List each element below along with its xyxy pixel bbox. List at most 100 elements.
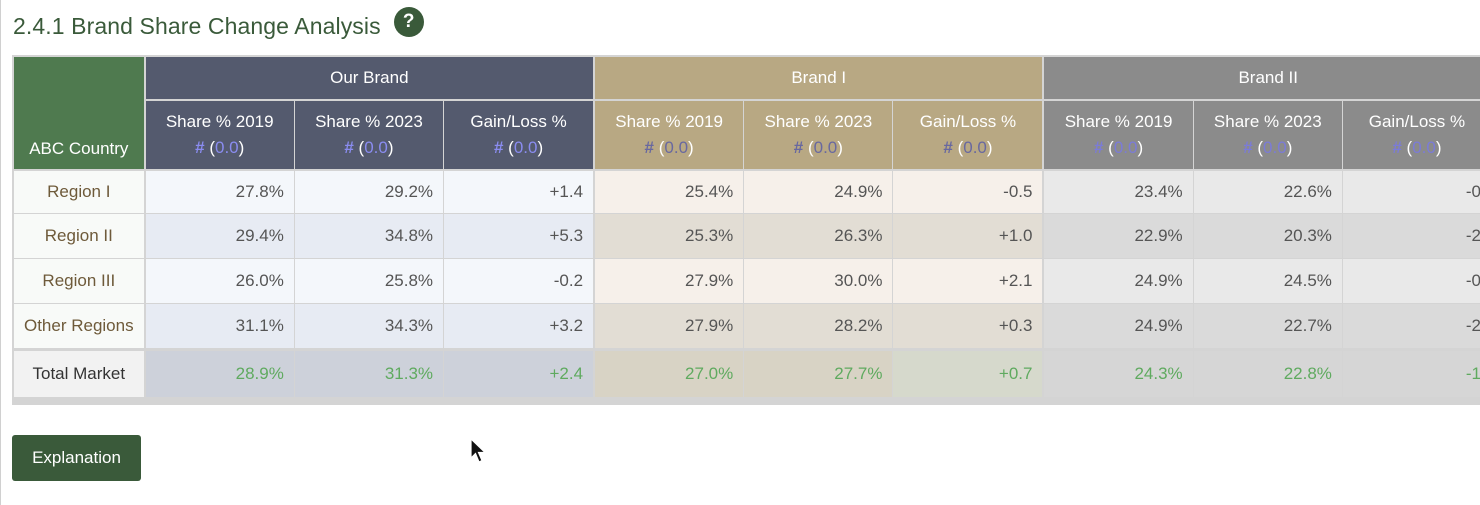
- hash-symbol: #: [943, 138, 953, 157]
- subheader-value: 0.0: [664, 138, 689, 157]
- table-cell: 26.0%: [145, 259, 295, 304]
- brand-share-table-container: ABC Country Our Brand Brand I Brand II S…: [12, 55, 1480, 405]
- subheader-label: Share % 2023: [1213, 112, 1322, 131]
- hash-symbol: #: [1093, 138, 1104, 157]
- table-row: Region III 26.0% 25.8% -0.2 27.9% 30.0% +2.1 24…: [14, 259, 1480, 304]
- table-cell: 25.4%: [595, 169, 745, 214]
- subheader-value: 0.0: [513, 138, 538, 157]
- subheader-brand-i-share-2023: Share % 2023 # (0.0): [744, 101, 894, 169]
- subheader-our-brand-share-2023: Share % 2023 # (0.0): [294, 101, 445, 169]
- subheader-label: Gain/Loss %: [470, 112, 567, 131]
- table-row: Region II 29.4% 34.8% +5.3 25.3% 26.3% +1.0 22.…: [14, 214, 1480, 259]
- table-cell: 22.6%: [1193, 169, 1343, 214]
- subheader-count: # (0.0): [344, 138, 394, 157]
- table-cell: 24.9%: [1044, 259, 1194, 304]
- table-cell: 31.1%: [145, 304, 295, 349]
- subheader-brand-i-share-2019: Share % 2019 # (0.0): [595, 101, 745, 169]
- table-cell: -0.2: [444, 259, 596, 304]
- brand-header-brand-i: Brand I: [595, 57, 1045, 101]
- hash-symbol: #: [195, 138, 205, 157]
- hash-symbol: #: [1243, 138, 1253, 157]
- hash-symbol: #: [793, 138, 804, 157]
- subheader-count: # (0.0): [793, 138, 843, 157]
- total-cell: 22.8%: [1193, 349, 1343, 397]
- subheader-count: # (0.0): [943, 138, 993, 157]
- row-label: Other Regions: [14, 304, 146, 349]
- subheader-brand-ii-gain-loss: Gain/Loss % # (0.0): [1342, 101, 1480, 169]
- table-cell: -0.5: [893, 169, 1045, 214]
- subheader-count: # (0.0): [1392, 138, 1442, 157]
- subheader-label: Share % 2019: [165, 112, 274, 131]
- mouse-cursor-icon: [470, 438, 487, 463]
- table-cell: 28.2%: [744, 304, 894, 349]
- subheader-value: 0.0: [214, 138, 239, 157]
- subheader-value: 0.0: [1263, 138, 1287, 157]
- subheader-brand-i-gain-loss: Gain/Loss % # (0.0): [893, 101, 1045, 169]
- table-cell: +1.0: [893, 214, 1045, 259]
- total-row-label: Total Market: [14, 349, 146, 397]
- table-cell: 24.9%: [744, 169, 894, 214]
- table-cell: +2.1: [893, 259, 1045, 304]
- subheader-value: 0.0: [364, 138, 388, 157]
- subheader-brand-ii-share-2019: Share % 2019 # (0.0): [1044, 101, 1194, 169]
- subheader-value: 0.0: [813, 138, 838, 157]
- subheader-label: Gain/Loss %: [1368, 112, 1466, 131]
- table-cell: 29.4%: [145, 214, 295, 259]
- subheader-label: Gain/Loss %: [919, 112, 1017, 131]
- table-cell: +1.4: [444, 169, 596, 214]
- table-cell: 25.3%: [595, 214, 745, 259]
- subheader-count: # (0.0): [195, 138, 245, 157]
- row-label: Region I: [14, 169, 146, 214]
- corner-header: ABC Country: [14, 57, 146, 169]
- table-row: Region I 27.8% 29.2% +1.4 25.4% 24.9% -0.5 23.4…: [14, 169, 1480, 214]
- row-label: Region II: [14, 214, 146, 259]
- table-cell: 30.0%: [744, 259, 894, 304]
- total-cell: -1: [1342, 349, 1480, 397]
- row-label: Region III: [14, 259, 146, 304]
- table-cell: 25.8%: [294, 259, 445, 304]
- table-row: Other Regions 31.1% 34.3% +3.2 27.9% 28.2% +0.…: [14, 304, 1480, 349]
- table-cell: +3.2: [444, 304, 596, 349]
- total-cell: 28.9%: [145, 349, 295, 397]
- total-row: Total Market 28.9% 31.3% +2.4 27.0% 27.7% +0.7…: [14, 349, 1480, 397]
- table-cell: 20.3%: [1193, 214, 1343, 259]
- total-cell: +2.4: [444, 349, 596, 397]
- subheader-our-brand-gain-loss: Gain/Loss % # (0.0): [444, 101, 596, 169]
- total-cell: 24.3%: [1044, 349, 1194, 397]
- explanation-button[interactable]: Explanation: [12, 435, 141, 481]
- left-border-line: [0, 0, 1, 505]
- table-cell: +0.3: [893, 304, 1045, 349]
- table-cell: -0: [1342, 259, 1480, 304]
- section-title: 2.4.1 Brand Share Change Analysis: [13, 12, 381, 39]
- table-cell: +5.3: [444, 214, 596, 259]
- hash-symbol: #: [493, 138, 504, 157]
- subheader-label: Share % 2019: [615, 112, 724, 131]
- table-cell: -2: [1342, 304, 1480, 349]
- hash-symbol: #: [644, 138, 655, 157]
- hash-symbol: #: [1392, 138, 1402, 157]
- subheader-count: # (0.0): [644, 138, 694, 157]
- table-cell: 24.9%: [1044, 304, 1194, 349]
- subheader-label: Share % 2019: [1064, 112, 1173, 131]
- total-cell: 27.7%: [744, 349, 894, 397]
- table-cell: 26.3%: [744, 214, 894, 259]
- section-header: 2.4.1 Brand Share Change Analysis ?: [13, 7, 424, 44]
- hash-symbol: #: [344, 138, 354, 157]
- table-cell: 34.8%: [294, 214, 445, 259]
- total-cell: 27.0%: [595, 349, 745, 397]
- total-cell: 31.3%: [294, 349, 445, 397]
- brand-header-brand-ii: Brand II: [1044, 57, 1480, 101]
- subheader-brand-ii-share-2023: Share % 2023 # (0.0): [1193, 101, 1343, 169]
- table-cell: 29.2%: [294, 169, 445, 214]
- total-cell: +0.7: [893, 349, 1045, 397]
- subheader-count: # (0.0): [493, 138, 544, 157]
- table-cell: 23.4%: [1044, 169, 1194, 214]
- table-cell: -2: [1342, 214, 1480, 259]
- table-cell: 22.9%: [1044, 214, 1194, 259]
- subheader-label: Share % 2023: [764, 112, 873, 131]
- table-cell: 22.7%: [1193, 304, 1343, 349]
- table-cell: 27.8%: [145, 169, 295, 214]
- subheader-value: 0.0: [1412, 138, 1436, 157]
- subheader-our-brand-share-2019: Share % 2019 # (0.0): [145, 101, 295, 169]
- help-icon[interactable]: ?: [393, 7, 424, 37]
